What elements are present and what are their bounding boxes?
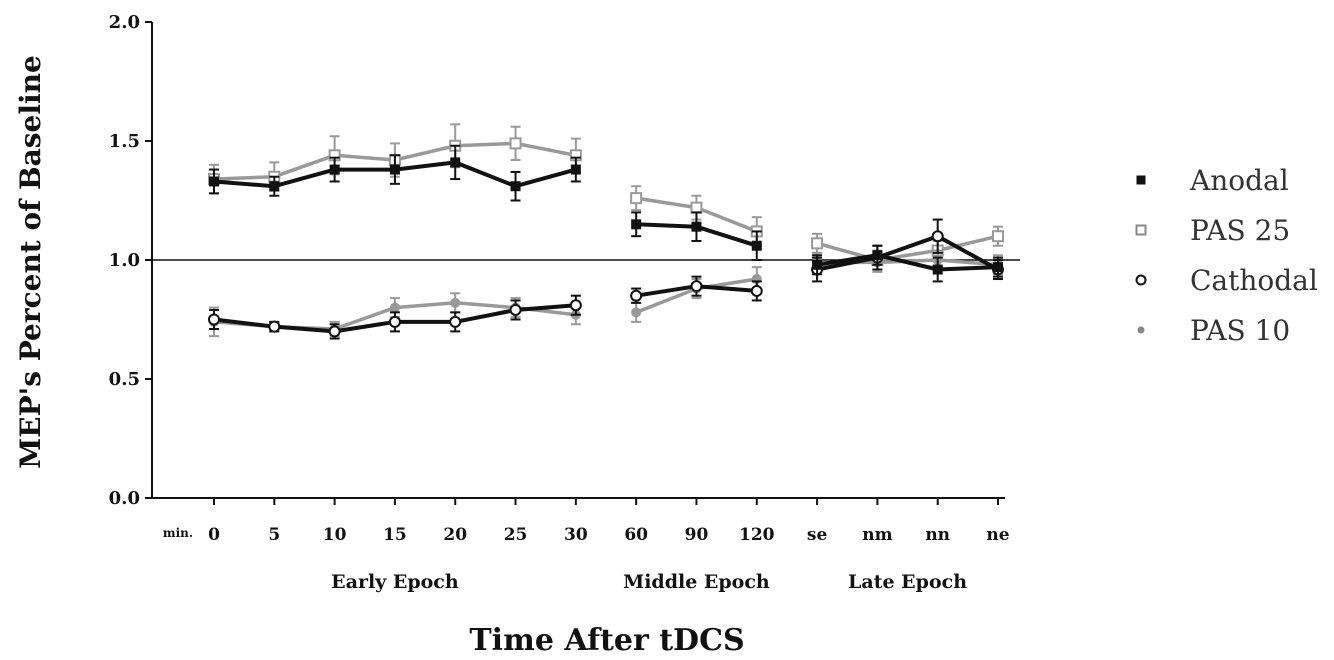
x-tick-label: 30 [564, 525, 588, 545]
data-point-cathodal [750, 284, 763, 297]
x-tick-label: 10 [323, 525, 347, 545]
data-point-pas-25 [690, 201, 703, 214]
legend-label-cathodal: Cathodal [1190, 264, 1318, 297]
data-point-anodal [450, 157, 461, 168]
y-tick-label: 2.0 [109, 12, 140, 33]
data-point-pas-25 [630, 192, 643, 205]
axes: 0.0 0.5 1.0 1.5 2.0 0 5 10 15 20 25 30 60 90 120 se nm nn… [109, 12, 1020, 593]
legend-label-pas-25: PAS 25 [1190, 214, 1290, 247]
x-tick-label: 60 [624, 525, 648, 545]
data-point-cathodal [208, 313, 220, 326]
series-anodal [209, 144, 1003, 283]
data-point-pas-25 [811, 237, 824, 250]
x-tick-label: 120 [739, 525, 775, 545]
x-tick-label: ne [986, 525, 1009, 545]
epoch-label: Middle Epoch [623, 571, 770, 593]
data-point-cathodal [931, 230, 944, 243]
series-pas-25 [208, 123, 1004, 271]
data-point-pas-10 [389, 302, 400, 313]
data-point-anodal [993, 262, 1003, 273]
data-point-anodal [932, 264, 943, 275]
legend-marker-pas-10 [1137, 326, 1145, 334]
data-point-anodal [269, 181, 280, 192]
series-cathodal [208, 218, 1004, 340]
data-point-cathodal [690, 280, 703, 293]
y-tick-label: 0.0 [109, 488, 140, 509]
legend-marker-pas-25 [1135, 224, 1147, 236]
data-point-anodal [209, 176, 219, 187]
legend-marker-anodal [1136, 175, 1146, 185]
y-axis-label: MEP's Percent of Baseline [14, 55, 47, 469]
x-tick-label: nn [925, 525, 950, 545]
x-unit-label: min. [163, 526, 193, 540]
y-tick-label: 1.0 [109, 250, 140, 271]
data-point-cathodal [388, 315, 401, 328]
data-point-anodal [872, 250, 883, 261]
y-tick-label: 0.5 [109, 369, 140, 390]
data-point-pas-25 [992, 230, 1004, 243]
data-point-anodal [329, 164, 340, 175]
data-point-anodal [389, 164, 400, 175]
x-tick-label: 90 [685, 525, 709, 545]
data-point-anodal [570, 164, 581, 175]
data-point-anodal [812, 259, 823, 270]
plot-area [208, 123, 1004, 340]
data-point-anodal [751, 240, 762, 251]
data-point-cathodal [449, 315, 462, 328]
x-tick-label: 5 [268, 525, 280, 545]
data-point-anodal [631, 219, 642, 230]
x-tick-label: se [807, 525, 828, 545]
data-point-cathodal [328, 325, 341, 338]
legend-label-pas-10: PAS 10 [1190, 314, 1290, 347]
data-point-cathodal [268, 320, 281, 333]
legend-marker-cathodal [1135, 274, 1147, 286]
y-tick-label: 1.5 [109, 131, 140, 152]
series-pas-10 [209, 249, 1003, 338]
x-axis-title: Time After tDCS [469, 623, 744, 658]
x-tick-label: 15 [383, 525, 407, 545]
data-point-pas-25 [509, 137, 522, 150]
series-line-cathodal [816, 234, 999, 272]
data-point-anodal [691, 221, 702, 232]
series-line-anodal [816, 253, 999, 272]
legend: Anodal PAS 25 Cathodal PAS 10 [1135, 164, 1318, 347]
data-point-anodal [510, 181, 521, 192]
legend-label-anodal: Anodal [1189, 164, 1289, 197]
epoch-label: Late Epoch [848, 571, 967, 593]
x-tick-label: 25 [504, 525, 528, 545]
data-point-cathodal [509, 303, 522, 316]
x-tick-label: 0 [208, 525, 220, 545]
data-point-cathodal [569, 299, 582, 312]
series-line-pas-25 [816, 234, 999, 262]
x-tick-label: nm [862, 525, 892, 545]
data-point-pas-10 [631, 307, 642, 318]
x-tick-label: 20 [443, 525, 467, 545]
epoch-label: Early Epoch [331, 571, 459, 593]
data-point-pas-10 [450, 297, 461, 308]
data-point-cathodal [630, 289, 643, 302]
